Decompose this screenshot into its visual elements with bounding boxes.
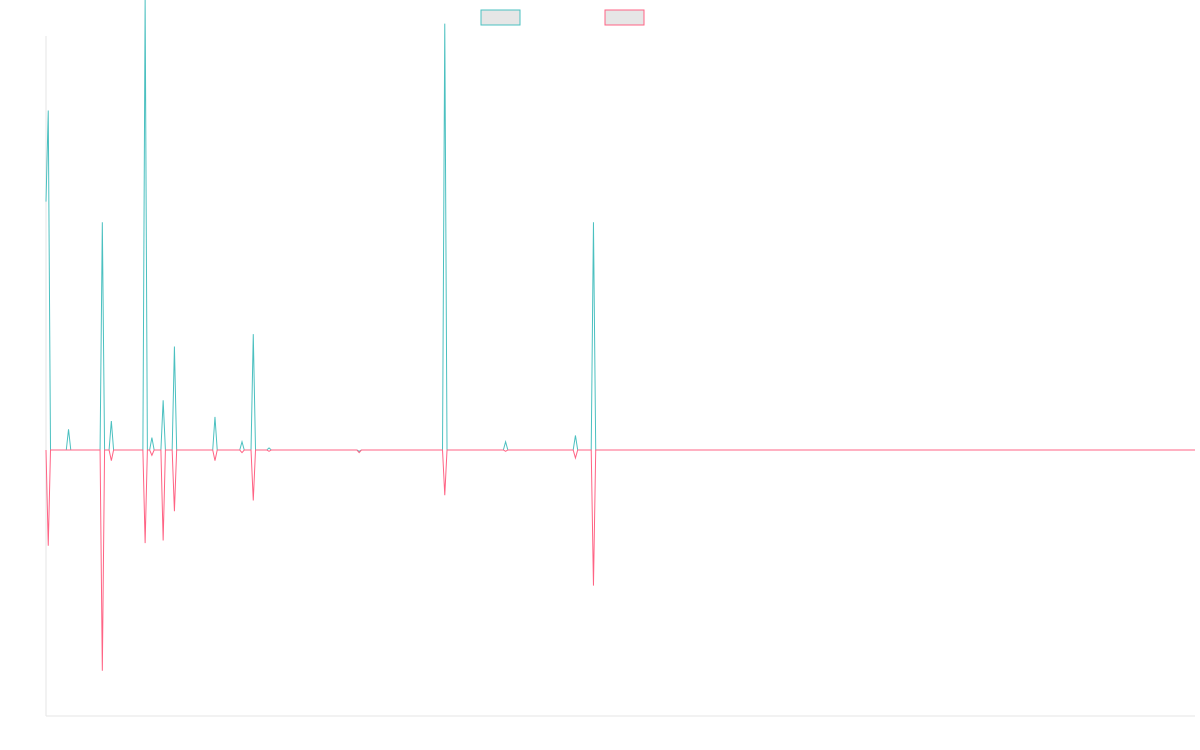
series-line-2	[45, 449, 1195, 671]
axes	[45, 36, 1195, 717]
legend-swatch-1[interactable]	[480, 9, 521, 26]
legend[interactable]	[480, 9, 645, 26]
legend-swatch-2[interactable]	[604, 9, 645, 26]
series-line-1	[45, 0, 1195, 452]
series-layer	[45, 0, 1195, 671]
